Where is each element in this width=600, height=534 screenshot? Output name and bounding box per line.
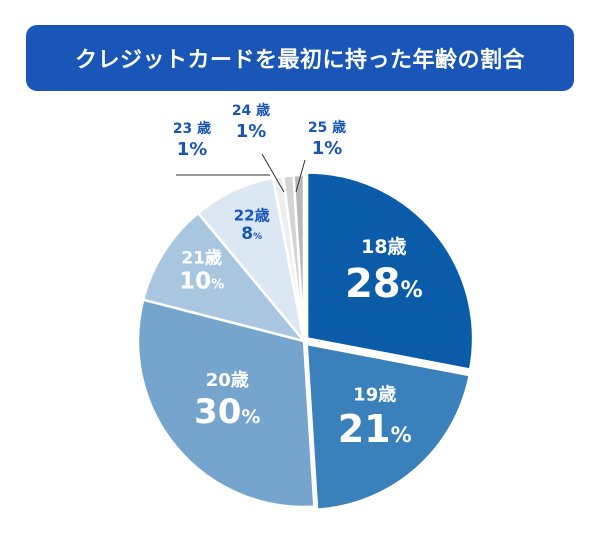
slice-percent-label: 1%: [177, 139, 208, 160]
pie-slice-age-25: [292, 173, 306, 343]
slice-percent-label: 10%: [179, 269, 224, 295]
slice-percent-label: 28%: [345, 261, 423, 307]
slice-label-age-24: 24 歳 1%: [232, 102, 270, 142]
slice-percent-label: 1%: [312, 138, 343, 159]
slice-age-label: 20歳: [206, 370, 249, 391]
slice-age-label: 25 歳: [308, 119, 346, 136]
leader-line-age-25: [295, 159, 306, 193]
pie-slice-age-21: [141, 211, 306, 343]
pie-slice-age-19: [305, 342, 471, 511]
slice-percent-label: 1%: [236, 121, 267, 142]
slice-age-label: 18歳: [361, 236, 406, 258]
pie-slice-age-18: [305, 171, 475, 371]
slice-age-label: 22歳: [234, 207, 270, 225]
slice-age-label: 21歳: [181, 247, 222, 268]
slice-percent-label: 8%: [241, 224, 262, 244]
slice-percent-label: 30%: [194, 392, 260, 432]
slice-percent-label: 21%: [338, 407, 412, 451]
slice-age-label: 19歳: [353, 384, 396, 405]
leader-line-age-24: [261, 153, 285, 193]
slice-label-age-25: 25 歳 1%: [308, 119, 346, 159]
chart-title: クレジットカードを最初に持った年齢の割合: [74, 48, 525, 73]
pie-slice-age-20: [136, 298, 316, 509]
slice-label-age-23: 23 歳 1%: [173, 120, 211, 160]
chart-title-bar: クレジットカードを最初に持った年齢の割合: [26, 25, 574, 91]
slice-age-label: 24 歳: [232, 102, 270, 119]
slice-age-label: 23 歳: [173, 120, 211, 137]
